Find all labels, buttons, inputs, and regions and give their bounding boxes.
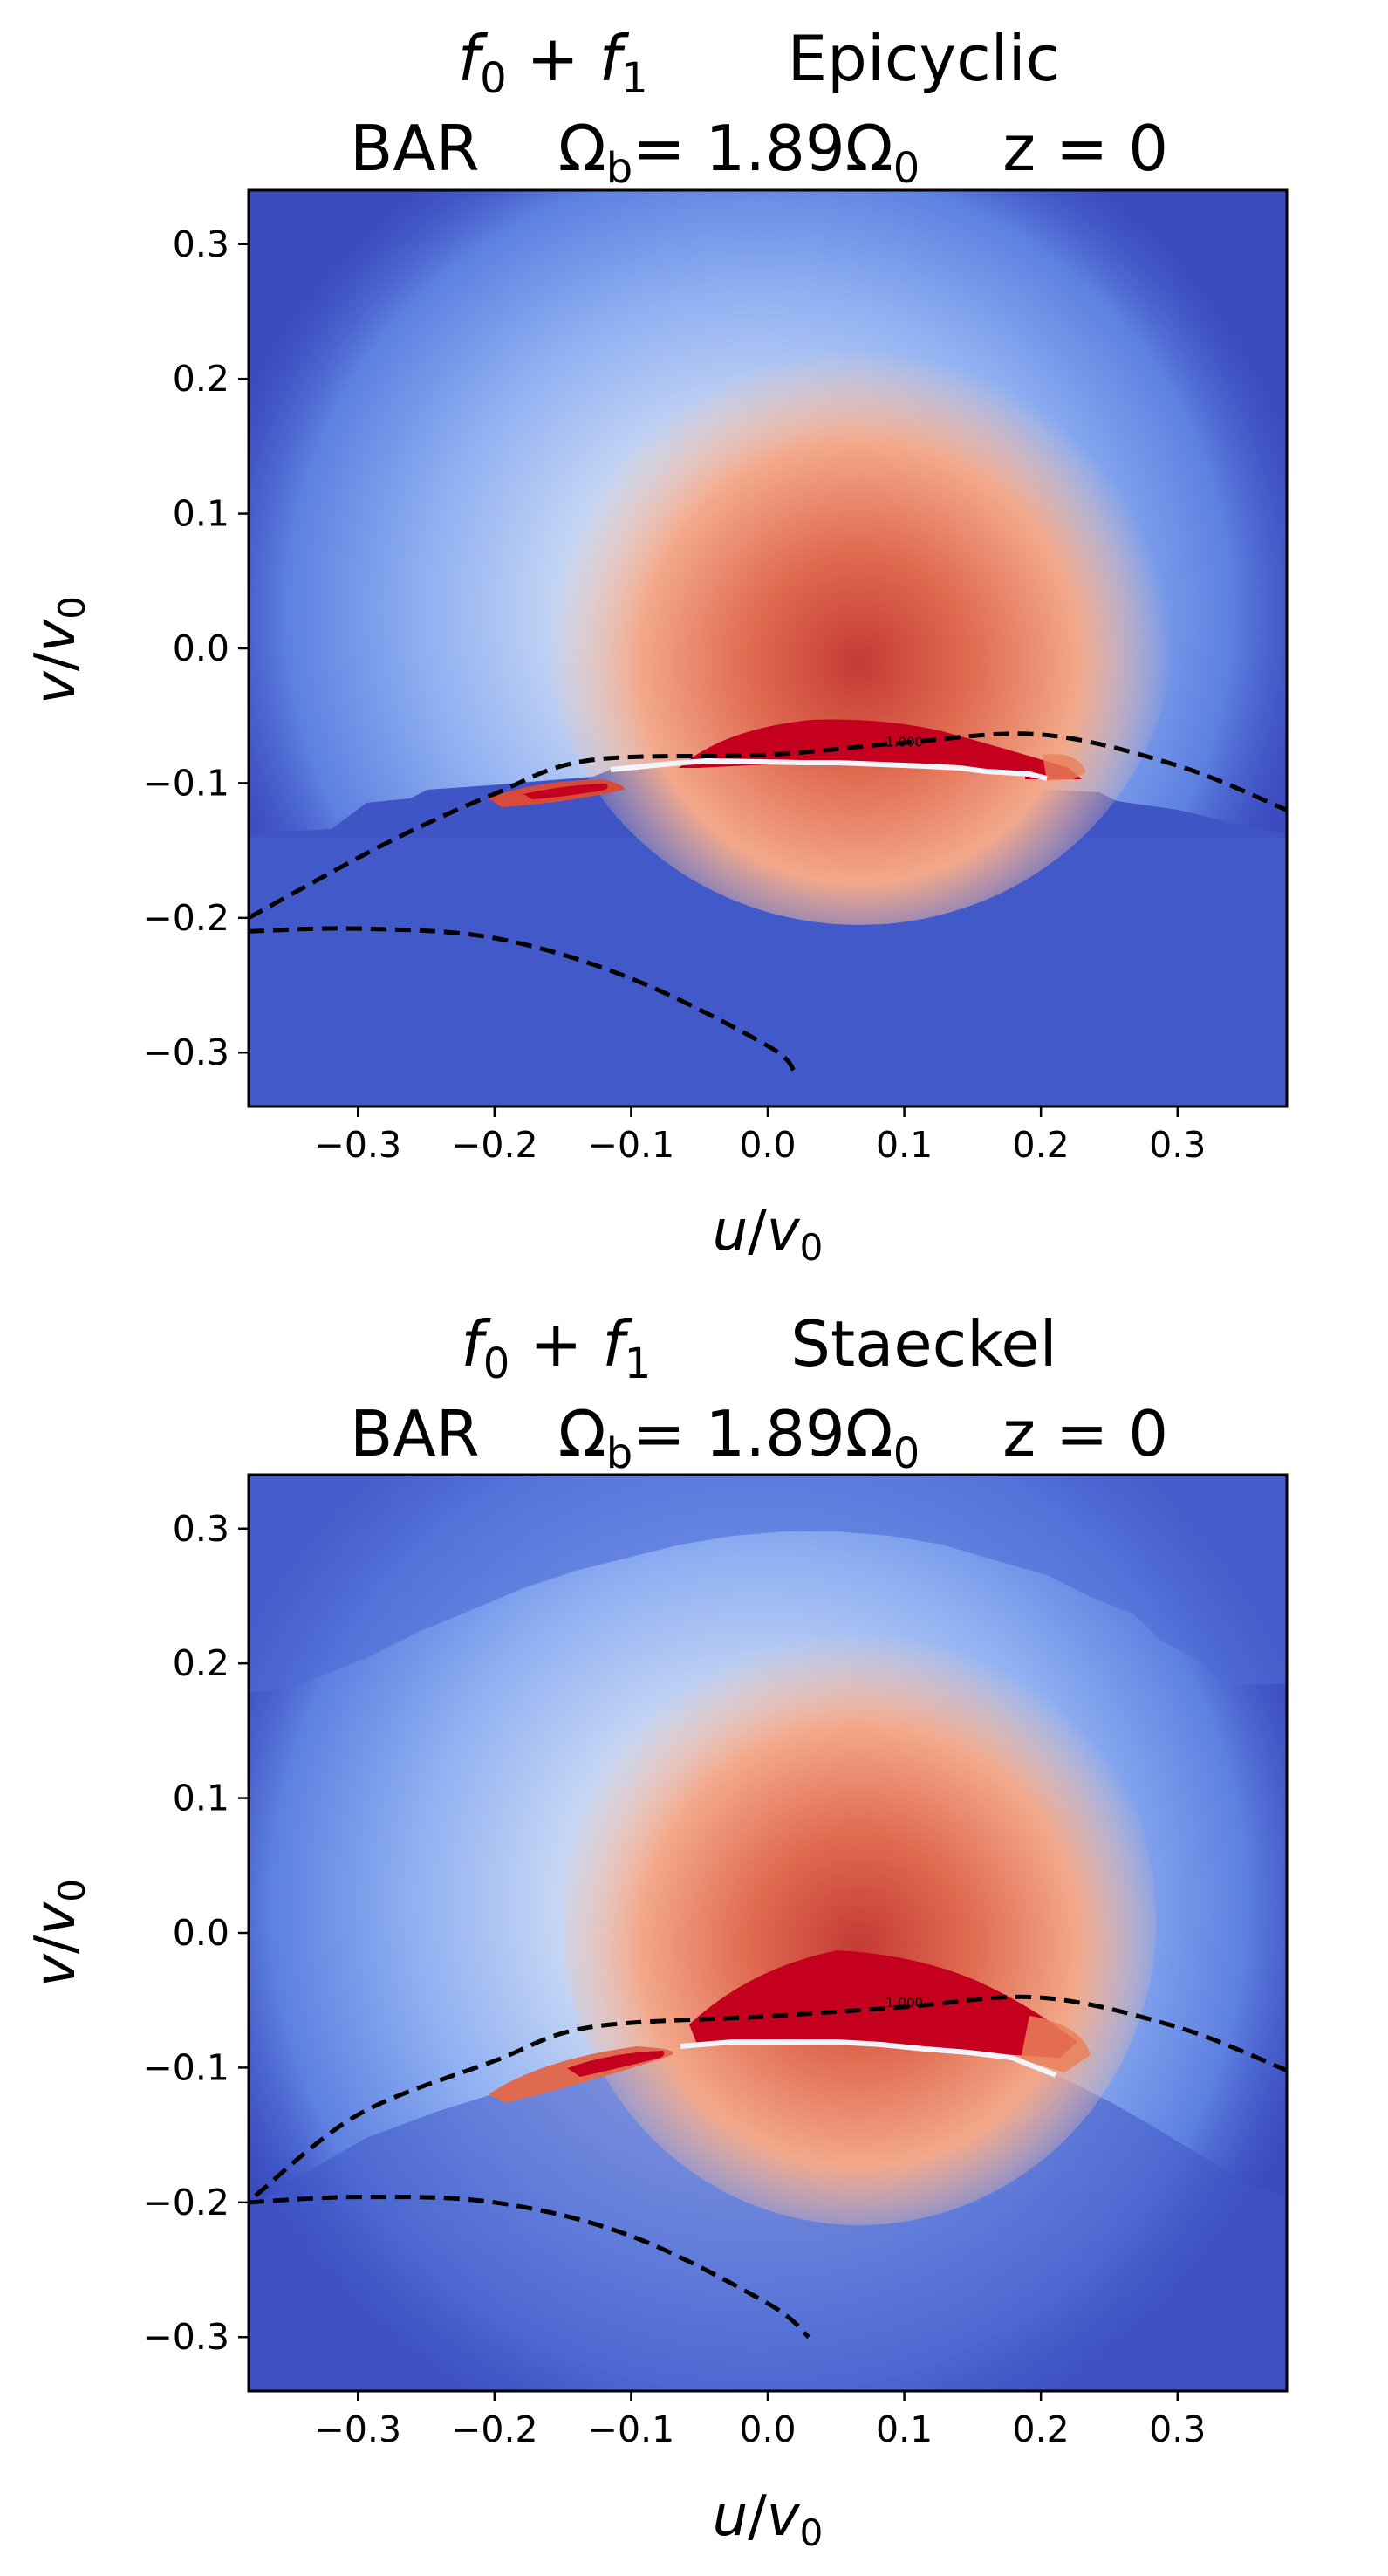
heatmap-top-band — [249, 1475, 1287, 1693]
heatmap-staeckel — [249, 1475, 1287, 2391]
x-tick-label: 0.0 — [739, 1124, 796, 1166]
heatmap-left-streak-core — [523, 784, 608, 799]
heatmap-red-blob — [545, 332, 1173, 925]
x-ticks-staeckel: −0.3 −0.2 −0.1 0.0 0.1 0.2 0.3 — [314, 2391, 1206, 2450]
x-tick-label: −0.2 — [451, 2408, 538, 2450]
x-tick-label: −0.3 — [314, 1124, 401, 1166]
contour-label: 1.000 — [885, 1995, 923, 2011]
y-ticks-epicyclic: 0.3 0.2 0.1 0.0 −0.1 −0.2 −0.3 — [142, 223, 249, 1073]
x-tick-label: 0.2 — [1013, 2408, 1070, 2450]
resonance-lines-staeckel — [249, 1994, 1287, 2340]
resonance-curve-lower — [249, 926, 797, 1075]
heatmap-epicyclic — [249, 190, 1287, 1106]
y-tick-label: 0.3 — [173, 1508, 229, 1550]
y-tick-label: 0.2 — [173, 358, 229, 400]
y-tick-label: −0.1 — [142, 762, 229, 804]
title-line2: BAR Ωb= 1.89Ω0 z = 0 — [350, 112, 1168, 193]
x-ticks-epicyclic: −0.3 −0.2 −0.1 0.0 0.1 0.2 0.3 — [314, 1106, 1206, 1166]
y-tick-label: 0.0 — [173, 1912, 229, 1954]
y-tick-label: −0.2 — [142, 2182, 229, 2223]
y-tick-label: −0.3 — [142, 1031, 229, 1073]
heatmap-saturated-region — [689, 1950, 1077, 2058]
resonance-curve-upper — [249, 731, 1287, 921]
heatmap-red-blob — [563, 1614, 1156, 2225]
resonance-lines-epicyclic — [249, 731, 1287, 1075]
y-tick-label: −0.1 — [142, 2046, 229, 2088]
heatmap-saturated-fringe — [1021, 2016, 1091, 2072]
heatmap-saturated-fringe — [1043, 754, 1086, 781]
y-tick-label: 0.1 — [173, 493, 229, 535]
y-tick-label: 0.0 — [173, 627, 229, 669]
x-tick-label: 0.3 — [1149, 1124, 1206, 1166]
x-axis-label: u/v0 — [713, 2484, 824, 2554]
y-axis-label: v/v0 — [24, 1879, 93, 1987]
title-line2: BAR Ωb= 1.89Ω0 z = 0 — [350, 1397, 1168, 1478]
resonance-curve-upper — [254, 1994, 1287, 2198]
heatmap-left-streak-core — [567, 2051, 665, 2077]
resonance-curve-lower — [249, 2195, 810, 2340]
x-tick-label: 0.2 — [1013, 1124, 1070, 1166]
x-tick-label: −0.2 — [451, 1124, 538, 1166]
contour-label: 1.000 — [885, 735, 923, 750]
y-tick-label: 0.1 — [173, 1778, 229, 1819]
panel-staeckel: f0 + f1 Staeckel BAR Ωb= 1.89Ω0 z = 0 1.000 — [24, 1307, 1289, 2554]
y-tick-label: 0.2 — [173, 1642, 229, 1684]
x-axis-label: u/v0 — [713, 1199, 824, 1269]
x-tick-label: −0.1 — [588, 1124, 675, 1166]
x-tick-label: 0.0 — [739, 2408, 796, 2450]
heatmap-saturated-region — [679, 719, 1082, 779]
title-line1: f0 + f1 Staeckel — [461, 1307, 1056, 1388]
x-tick-label: 0.3 — [1149, 2408, 1206, 2450]
x-tick-label: 0.1 — [876, 1124, 933, 1166]
panel-epicyclic: f0 + f1 Epicyclic BAR Ωb= 1.89Ω0 z = 0 1.00 — [24, 22, 1289, 1269]
heatmap-rim — [610, 757, 1048, 781]
heatmap-rim — [680, 2039, 1057, 2078]
x-tick-label: −0.3 — [314, 2408, 401, 2450]
x-tick-label: −0.1 — [588, 2408, 675, 2450]
y-axis-label: v/v0 — [24, 596, 93, 704]
title-line1: f0 + f1 Epicyclic — [458, 22, 1061, 103]
x-tick-label: 0.1 — [876, 2408, 933, 2450]
y-ticks-staeckel: 0.3 0.2 0.1 0.0 −0.1 −0.2 −0.3 — [142, 1508, 249, 2358]
y-tick-label: −0.3 — [142, 2316, 229, 2358]
y-tick-label: −0.2 — [142, 897, 229, 939]
y-tick-label: 0.3 — [173, 223, 229, 265]
